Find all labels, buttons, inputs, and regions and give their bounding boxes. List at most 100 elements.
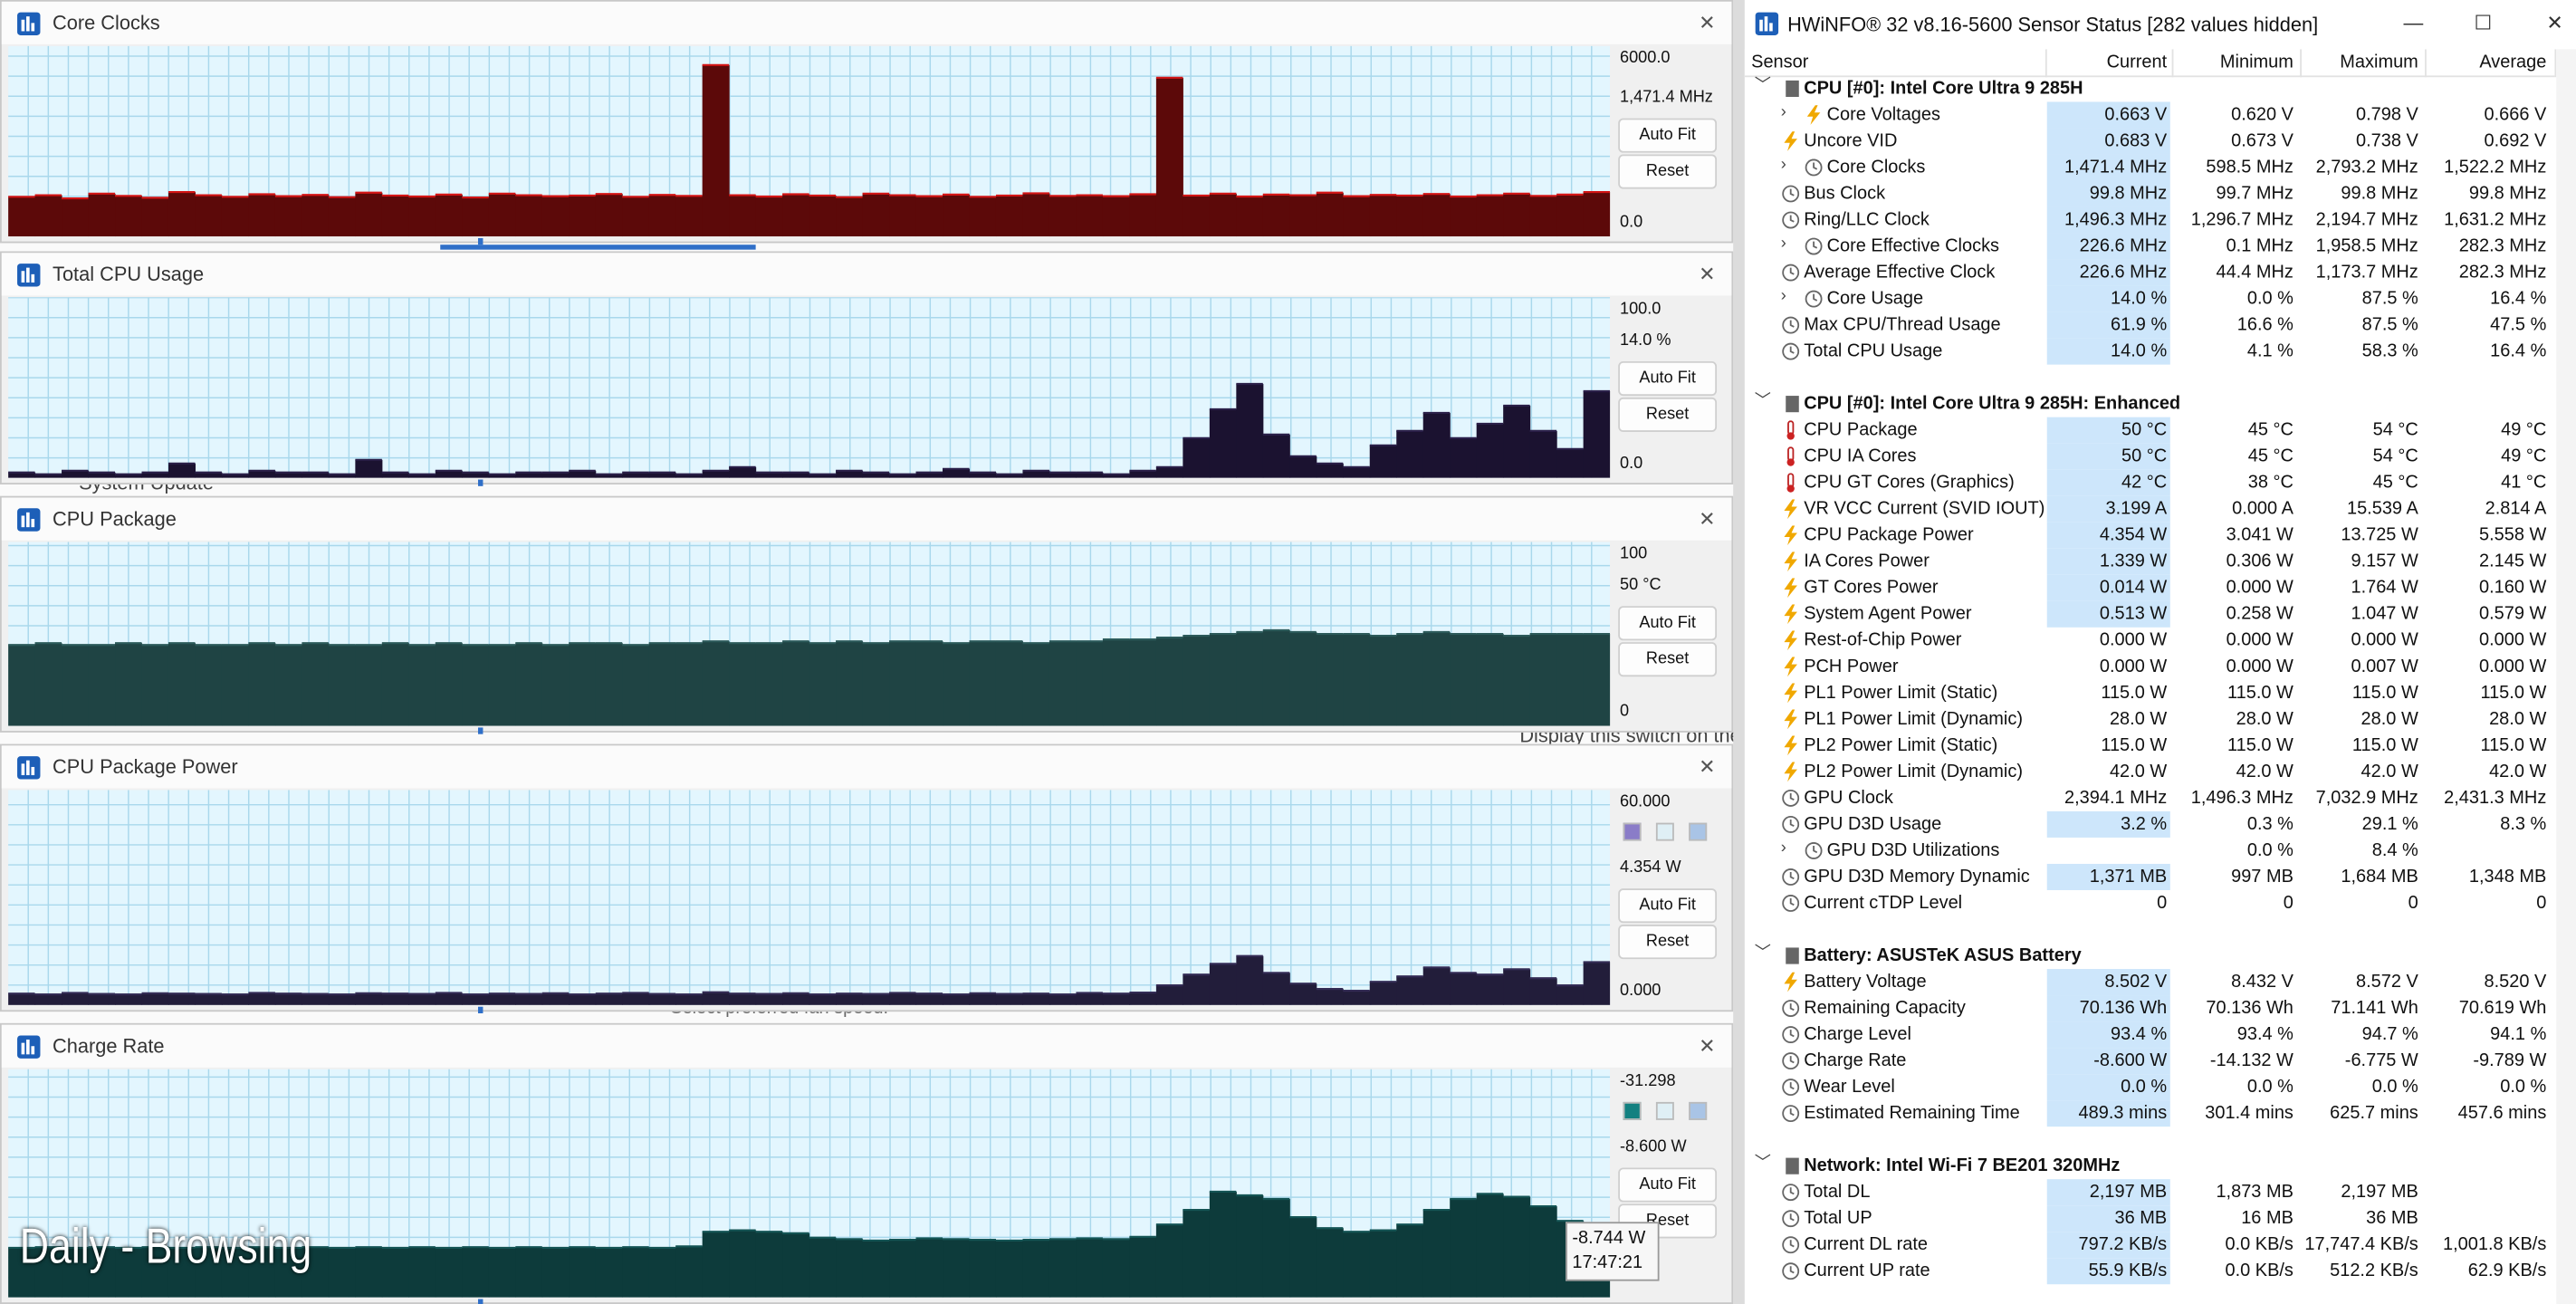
color-swatch[interactable] (1689, 822, 1708, 841)
close-button[interactable]: ✕ (1699, 1034, 1716, 1058)
power-icon (1784, 499, 1797, 520)
reset-button[interactable]: Reset (1618, 397, 1718, 432)
scroll-marker (477, 1006, 484, 1013)
minimize-button[interactable]: — (2403, 11, 2424, 35)
sensor-value: 0.673 V (2231, 131, 2294, 151)
graph-sample (302, 993, 330, 1005)
graph-sample (675, 1246, 704, 1298)
group-chevron[interactable]: ﹀ (1754, 77, 1771, 96)
graph-sample (1583, 634, 1611, 726)
close-button[interactable]: ✕ (1699, 11, 1716, 35)
graph-sample (435, 470, 463, 478)
color-swatch[interactable] (1689, 1101, 1708, 1120)
graph-sample (915, 993, 943, 1005)
graph-sample (8, 1247, 36, 1298)
close-button[interactable]: ✕ (2546, 11, 2563, 35)
icon-bar (1769, 23, 1773, 32)
auto-fit-button[interactable]: Auto Fit (1618, 1167, 1718, 1203)
column-header: Average (2479, 53, 2547, 72)
sensor-value: 0.160 W (2478, 578, 2547, 599)
sensor-value: 93.4 % (2111, 1024, 2168, 1045)
graph-sample (995, 993, 1024, 1005)
graph-sample (328, 197, 356, 237)
expand-arrow[interactable]: › (1780, 103, 1786, 122)
color-swatch[interactable] (1623, 822, 1642, 841)
sensor-value: 115.0 W (2227, 683, 2294, 704)
sensor-label: GPU D3D Usage (1804, 814, 1942, 835)
hands (1813, 293, 1818, 302)
bolt (1784, 630, 1797, 651)
reset-button[interactable]: Reset (1618, 642, 1718, 677)
graph-sample (328, 1247, 356, 1298)
graph-sample (515, 993, 543, 1005)
group-chevron[interactable]: ﹀ (1754, 1154, 1771, 1173)
auto-fit-button[interactable]: Auto Fit (1618, 888, 1718, 924)
close-button[interactable]: ✕ (1699, 755, 1716, 779)
hands (1813, 162, 1818, 170)
clock (1782, 815, 1800, 833)
sensor-value: 2,197 MB (2341, 1182, 2418, 1203)
sensor-value: 36 MB (2366, 1208, 2418, 1229)
sensor-value: 49 °C (2501, 420, 2547, 441)
graph-sample (675, 474, 704, 478)
graph-sample (755, 993, 783, 1005)
graph-sample (1076, 1238, 1104, 1298)
graph-sample (1262, 434, 1290, 478)
graph-sample (8, 645, 36, 726)
chip-icon (1786, 1157, 1799, 1175)
sensor-value: 99.8 MHz (2468, 184, 2547, 204)
sensor-value: -8.600 W (2093, 1050, 2168, 1071)
auto-fit-button[interactable]: Auto Fit (1618, 360, 1718, 397)
expand-arrow[interactable]: › (1780, 287, 1786, 306)
current-highlight (2046, 1021, 2170, 1049)
close-button[interactable]: ✕ (1699, 507, 1716, 531)
graph-sample (1476, 974, 1504, 1005)
sensor-label: Current UP rate (1804, 1261, 1930, 1281)
sensor-label: IA Cores Power (1804, 551, 1930, 572)
bolt (1784, 735, 1797, 756)
group-chevron[interactable]: ﹀ (1754, 944, 1771, 963)
sensor-value: 1,471.4 MHz (2064, 158, 2168, 177)
graph-sample (915, 1238, 943, 1298)
graph-sample (141, 645, 169, 726)
reset-button[interactable]: Reset (1618, 154, 1718, 189)
reset-button[interactable]: Reset (1618, 925, 1718, 960)
auto-fit-button[interactable]: Auto Fit (1618, 118, 1718, 153)
sensor-value: 17,747.4 KB/s (2304, 1234, 2418, 1255)
title-bar (1, 1, 1732, 44)
sensor-value: 115.0 W (2480, 683, 2547, 704)
graph-sample (943, 994, 971, 1005)
group-chevron[interactable]: ﹀ (1754, 392, 1771, 411)
graph (8, 542, 1611, 726)
graph-sample (1396, 634, 1424, 726)
sensor-value: 0.666 V (2484, 105, 2547, 125)
graph-sample (782, 472, 810, 478)
graph-sample (569, 470, 597, 478)
graph-sample (995, 195, 1024, 237)
power-icon (1784, 630, 1797, 651)
color-swatch[interactable] (1655, 822, 1674, 841)
window-title: CPU Package (53, 507, 177, 531)
clock (1782, 1105, 1800, 1123)
expand-arrow[interactable]: › (1780, 839, 1786, 858)
graph-sample (1316, 463, 1344, 478)
expand-arrow[interactable]: › (1780, 235, 1786, 254)
axis-min: 0.0 (1619, 455, 1643, 474)
graph-bg (8, 297, 1611, 478)
close-button[interactable]: ✕ (1699, 263, 1716, 286)
color-swatch[interactable] (1623, 1101, 1642, 1120)
graph-sample (648, 993, 676, 1005)
auto-fit-button[interactable]: Auto Fit (1618, 606, 1718, 641)
icon-bar (21, 515, 25, 528)
expand-arrow[interactable]: › (1780, 156, 1786, 175)
sensor-value: 71.141 Wh (2331, 998, 2418, 1019)
graph-sample (274, 196, 302, 237)
color-swatch[interactable] (1655, 1101, 1674, 1120)
graph-sample (462, 472, 490, 478)
sensor-value: 70.619 Wh (2458, 998, 2547, 1019)
graph-sample (1102, 196, 1130, 237)
bolt (1784, 131, 1797, 151)
graph-sample (115, 994, 143, 1005)
graph-sample (115, 196, 143, 237)
maximize-button[interactable]: ☐ (2474, 11, 2493, 35)
